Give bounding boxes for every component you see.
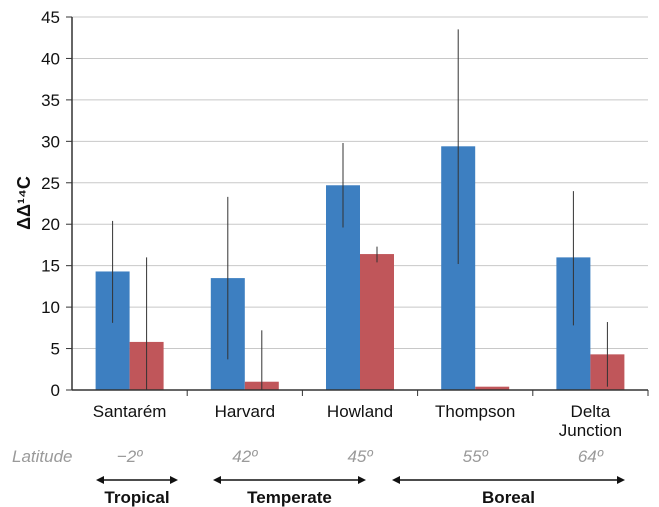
latitude-label: Latitude — [12, 447, 73, 466]
error-bars — [112, 29, 608, 390]
bar — [475, 386, 510, 390]
category-label: Delta Junction — [559, 402, 622, 440]
y-tick-label: 10 — [41, 298, 60, 317]
y-tick-label: 0 — [51, 381, 60, 400]
y-tick-label: 35 — [41, 91, 60, 110]
zone-label: Temperate — [247, 488, 332, 507]
category-labels: Santarém Harvard Howland Thompson Delta Junct… — [93, 390, 649, 440]
arrow-head-left — [392, 476, 400, 484]
category-label: Howland — [327, 402, 393, 421]
latitude-value: 42º — [232, 447, 258, 466]
arrow-head-left — [213, 476, 221, 484]
category-label: Harvard — [215, 402, 275, 421]
zone-label: Tropical — [104, 488, 169, 507]
arrow-head-right — [617, 476, 625, 484]
zone-labels: Tropical Temperate Boreal — [104, 488, 535, 507]
y-tick-label: 25 — [41, 174, 60, 193]
arrow-head-left — [96, 476, 104, 484]
bar — [360, 254, 394, 390]
latitude-value: 55º — [463, 447, 489, 466]
y-tick-label: 5 — [51, 340, 60, 359]
latitude-value: −2º — [117, 447, 143, 466]
arrow-head-right — [170, 476, 178, 484]
y-tick-label: 45 — [41, 8, 60, 27]
y-tick-label: 15 — [41, 257, 60, 276]
y-tick-label: 20 — [41, 215, 60, 234]
latitude-value: 64º — [578, 447, 604, 466]
category-label: Santarém — [93, 402, 167, 421]
y-axis-label: ΔΔ¹⁴C — [14, 176, 34, 230]
latitude-value: 45º — [347, 447, 373, 466]
latitude-values: −2º 42º 45º 55º 64º — [117, 447, 604, 466]
y-tick-label: 40 — [41, 49, 60, 68]
gridlines — [72, 16, 648, 350]
arrow-head-right — [358, 476, 366, 484]
category-label: Thompson — [435, 402, 515, 421]
y-tick-label: 30 — [41, 132, 60, 151]
y-tick-labels: 0 5 10 15 20 25 30 35 40 45 — [41, 8, 72, 400]
zone-label: Boreal — [482, 488, 535, 507]
zone-arrows — [96, 476, 625, 484]
